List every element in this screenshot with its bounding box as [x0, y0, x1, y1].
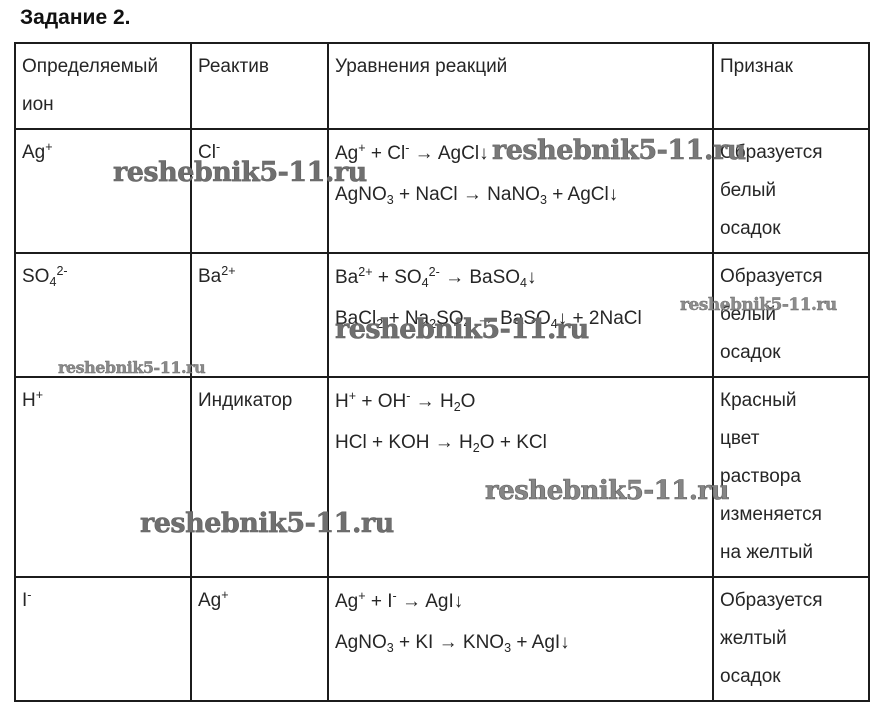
- reagent-cell: Ba2+: [190, 252, 329, 378]
- equation-line: Ag+ + I- → AgI↓: [335, 589, 464, 612]
- equation-line: BaCl2 + Na2SO4 → BaSO4↓ + 2NaCl: [335, 308, 642, 331]
- reagent-cell: Cl-: [190, 128, 329, 254]
- table-row: H+ Индикатор H+ + OH- → H2O HCl + KOH → …: [14, 376, 870, 578]
- sign-text: Образуется белый осадок: [720, 142, 823, 239]
- ion-cell: H+: [14, 376, 192, 578]
- sign-cell: Образуется белый осадок: [712, 128, 870, 254]
- ion-cell: Ag+: [14, 128, 192, 254]
- equation-line: HCl + KOH → H2O + KCl: [335, 432, 547, 455]
- equation-line: AgNO3 + KI → KNO3 + AgI↓: [335, 632, 570, 655]
- equation-line: Ag+ + Cl- → AgCl↓: [335, 141, 489, 164]
- reagent-cell: Индикатор: [190, 376, 329, 578]
- sign-cell: Образуется желтый осадок: [712, 576, 870, 702]
- equation-line: Ba2+ + SO42- → BaSO4↓: [335, 265, 537, 290]
- column-header-equations: Уравнения реакций: [327, 42, 714, 130]
- equations-cell: Ag+ + Cl- → AgCl↓ AgNO3 + NaCl → NaNO3 +…: [327, 128, 714, 254]
- reactions-table: Определяемый ион Реактив Уравнения реакц…: [14, 42, 870, 702]
- sign-text: Красный цвет раствора изменяется на желт…: [720, 390, 822, 563]
- ion-cell: I-: [14, 576, 192, 702]
- table-row: I- Ag+ Ag+ + I- → AgI↓ AgNO3 + KI → KNO3…: [14, 576, 870, 702]
- equations-cell: Ba2+ + SO42- → BaSO4↓ BaCl2 + Na2SO4 → B…: [327, 252, 714, 378]
- table-row: Ag+ Cl- Ag+ + Cl- → AgCl↓ AgNO3 + NaCl →…: [14, 128, 870, 254]
- table-header-row: Определяемый ион Реактив Уравнения реакц…: [14, 42, 870, 130]
- page-title: Задание 2.: [20, 6, 131, 29]
- sign-text: Образуется желтый осадок: [720, 590, 823, 687]
- sign-text: Образуется белый осадок: [720, 266, 823, 363]
- sign-cell: Образуется белый осадок: [712, 252, 870, 378]
- equations-cell: H+ + OH- → H2O HCl + KOH → H2O + KCl: [327, 376, 714, 578]
- reagent-cell: Ag+: [190, 576, 329, 702]
- column-header-reagent: Реактив: [190, 42, 329, 130]
- column-header-ion: Определяемый ион: [14, 42, 192, 130]
- sign-cell: Красный цвет раствора изменяется на желт…: [712, 376, 870, 578]
- equation-line: H+ + OH- → H2O: [335, 389, 476, 414]
- equations-cell: Ag+ + I- → AgI↓ AgNO3 + KI → KNO3 + AgI↓: [327, 576, 714, 702]
- ion-cell: SO42-: [14, 252, 192, 378]
- table-row: SO42- Ba2+ Ba2+ + SO42- → BaSO4↓ BaCl2 +…: [14, 252, 870, 378]
- equation-line: AgNO3 + NaCl → NaNO3 + AgCl↓: [335, 184, 619, 207]
- column-header-sign: Признак: [712, 42, 870, 130]
